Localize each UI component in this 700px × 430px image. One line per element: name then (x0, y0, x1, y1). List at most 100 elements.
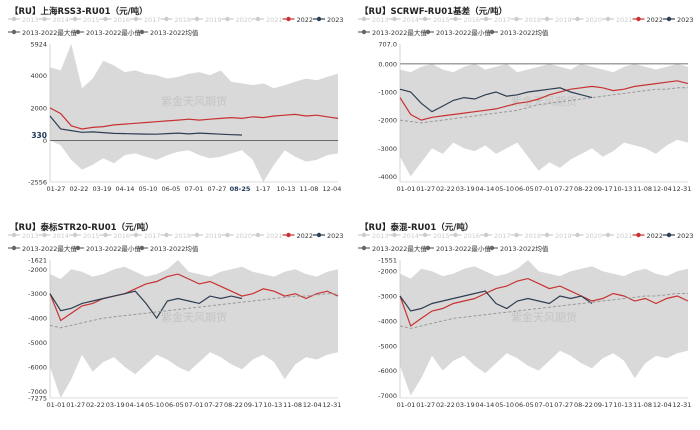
legend-label-2017: 2017 (494, 232, 511, 240)
legend-marker-2014 (392, 232, 397, 238)
y-tick-label: 0.000 (378, 60, 397, 68)
legend-label-2018: 2018 (175, 16, 192, 24)
chart-rss3: 2013 2014 2015 2016 2017 2018 2019 2020 2021 2022… (8, 16, 344, 193)
band-max-min (50, 44, 338, 182)
legend-label-2020: 2020 (586, 232, 603, 240)
x-tick-label: 02-22 (436, 185, 455, 193)
legend-label-2021: 2021 (266, 16, 283, 24)
legend-label-2019: 2019 (205, 16, 222, 24)
x-tick-label: 08-22 (574, 185, 593, 193)
legend-marker-stat-2 (139, 245, 145, 251)
legend-marker-2020 (575, 16, 580, 22)
x-tick-label: 01-01 (397, 401, 416, 409)
legend-label-2017: 2017 (494, 16, 511, 24)
legend-marker-2021 (255, 16, 261, 22)
legend-label-2022: 2022 (647, 16, 664, 24)
legend-marker-2019 (194, 232, 200, 238)
chart-panel-str20: 2013 2014 2015 2016 2017 2018 2019 2020 2021 2022… (2, 218, 348, 428)
series-line-2023 (49, 115, 243, 136)
legend-label-2014: 2014 (403, 16, 420, 24)
x-tick-label: 07-27 (554, 401, 573, 409)
x-tick-label: 06-05 (165, 401, 184, 409)
legend-marker-2016 (103, 16, 108, 22)
legend-marker-2013 (361, 16, 367, 22)
y-tick-label: 4000 (30, 72, 47, 80)
watermark-text: 紫金天风期货 (161, 94, 227, 108)
legend-marker-2019 (544, 232, 550, 238)
legend-label-2016: 2016 (114, 16, 131, 24)
legend-marker-2013 (11, 16, 17, 22)
y-tick-label: -2000 (378, 268, 397, 276)
chart-str20: 2013 2014 2015 2016 2017 2018 2019 2020 2021 2022… (8, 232, 344, 409)
y-tick-label: -3000 (28, 290, 47, 298)
chart-panel-scrwf: 2013 2014 2015 2016 2017 2018 2019 2020 2021 2022… (352, 2, 698, 212)
legend-label-2023: 2023 (327, 16, 344, 24)
legend-marker-2023 (666, 232, 672, 238)
x-tick-label: 07-27 (208, 185, 227, 193)
legend-marker-stat-0 (11, 245, 17, 251)
legend-marker-2020 (225, 16, 230, 22)
x-tick-label: 10-13 (277, 185, 296, 193)
legend-marker-2017 (483, 16, 489, 22)
x-tick-label: 05-10 (495, 185, 514, 193)
legend-label-2021: 2021 (266, 232, 283, 240)
y-tick-label: -7000 (28, 388, 47, 396)
x-tick-label: 02-22 (436, 401, 455, 409)
legend-marker-2015 (422, 232, 428, 238)
x-tick-label: 05-10 (139, 185, 158, 193)
y-tick-label: -2000 (28, 266, 47, 274)
x-tick-label: 05-10 (495, 401, 514, 409)
x-tick-label: 04-14 (125, 401, 144, 409)
y-tick-label: -1551 (378, 257, 397, 265)
legend-marker-stat-2 (489, 29, 495, 35)
series-line-2023 (399, 87, 593, 113)
y-tick-label: -1000 (378, 89, 397, 97)
legend-label-stat-0: 2013-2022最大值 (22, 244, 77, 253)
x-tick-label: 10-13 (613, 401, 632, 409)
y-tick-label: -2000 (378, 117, 397, 125)
legend-label-2018: 2018 (525, 232, 542, 240)
x-tick-label: 01-01 (397, 185, 416, 193)
legend-label-2020: 2020 (236, 232, 253, 240)
x-tick-label: 06-05 (515, 185, 534, 193)
y-tick-label: -3000 (378, 145, 397, 153)
legend-marker-2022 (286, 232, 291, 238)
band-max-min (400, 63, 688, 177)
legend-label-2017: 2017 (144, 16, 161, 24)
legend-marker-stat-0 (11, 29, 17, 35)
chart-title: 【RU】SCRWF-RU01基差（元/吨） (360, 7, 508, 17)
legend-label-stat-1: 2013-2022最小值 (86, 28, 141, 37)
legend-marker-2020 (575, 232, 580, 238)
legend-marker-2023 (316, 16, 322, 22)
legend-marker-2015 (72, 232, 78, 238)
legend-marker-2018 (514, 232, 519, 238)
x-tick-label: 12-31 (323, 401, 342, 409)
x-tick-label: 09-17 (244, 401, 263, 409)
legend-label-stat-0: 2013-2022最大值 (22, 28, 77, 37)
legend-label-stat-2: 2013-2022均值 (150, 244, 199, 253)
legend-marker-2018 (514, 16, 519, 22)
legend-marker-2017 (133, 16, 139, 22)
x-tick-label: 01-27 (416, 185, 435, 193)
x-tick-label: 07-01 (535, 185, 554, 193)
x-tick-label: 10-13 (263, 401, 282, 409)
x-tick-label: 12-04 (303, 401, 322, 409)
x-tick-label: 08-22 (574, 401, 593, 409)
x-tick-label: 02-22 (70, 185, 89, 193)
legend-marker-2021 (255, 232, 261, 238)
y-tick-label: -3000 (378, 293, 397, 301)
legend-marker-2014 (42, 232, 47, 238)
series-line-2013-2022均值 (49, 293, 338, 329)
legend-label-2023: 2023 (677, 232, 694, 240)
x-tick-label: 12-04 (323, 185, 342, 193)
legend-label-2019: 2019 (205, 232, 222, 240)
x-tick-label: 09-17 (594, 185, 613, 193)
y-tick-label: -6000 (378, 367, 397, 375)
x-tick-label: 03-19 (93, 185, 112, 193)
series-line-2023 (399, 290, 593, 312)
legend-marker-2020 (225, 232, 230, 238)
y-tick-label: -2556 (28, 179, 47, 187)
legend-label-2013: 2013 (22, 16, 39, 24)
legend-label-2023: 2023 (677, 16, 694, 24)
legend-marker-2019 (544, 16, 550, 22)
